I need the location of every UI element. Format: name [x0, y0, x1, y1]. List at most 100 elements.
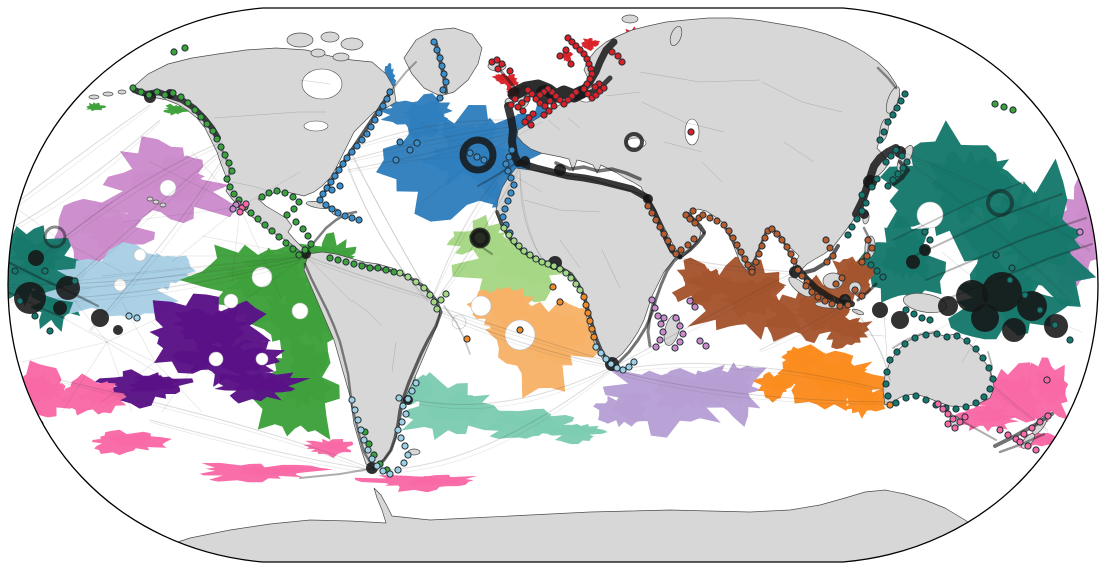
port-dot [170, 48, 178, 56]
port-dot [225, 159, 233, 167]
port-dot [299, 225, 307, 233]
shipping-lane [519, 169, 546, 263]
port-dot [580, 293, 588, 301]
exclusion-hole [291, 302, 309, 320]
shipping-lane [403, 367, 611, 405]
dense-activity-blob [919, 244, 931, 256]
shipping-lane [433, 162, 515, 297]
port-dot [836, 302, 844, 310]
port-dot [546, 97, 554, 105]
dense-track [504, 102, 522, 167]
port-dot [221, 151, 229, 159]
port-dot [1024, 442, 1032, 450]
port-dot [261, 221, 269, 229]
port-dot [341, 212, 349, 220]
port-dot [821, 297, 829, 305]
fishing-fan-track [101, 255, 307, 277]
shipping-lane [435, 308, 611, 365]
shipping-lane [351, 119, 517, 149]
port-dot [863, 252, 871, 260]
dense-activity-blob [520, 156, 530, 166]
shipping-lane [903, 157, 1071, 301]
port-dot [223, 175, 231, 183]
port-dot [660, 314, 668, 322]
port-dot [11, 267, 19, 275]
port-dot [951, 424, 959, 432]
port-dot [838, 274, 846, 282]
port-dot [582, 301, 590, 309]
dense-activity-blob [1002, 318, 1026, 342]
ports-west-pacific-teal [11, 90, 1074, 413]
port-dot [1032, 446, 1040, 454]
port-dot [1051, 321, 1059, 329]
island [621, 14, 639, 24]
port-dot [507, 101, 515, 109]
island [88, 94, 100, 100]
ports-indian-ocean-brown [644, 202, 876, 310]
region-central-pacific-lightblue [41, 241, 197, 319]
country-border [855, 333, 885, 337]
port-dot [426, 291, 434, 299]
port-dot [523, 95, 531, 103]
exclusion-hole [451, 314, 467, 330]
port-dot [567, 274, 575, 282]
port-dot [894, 170, 902, 178]
shipping-lane [8, 104, 151, 211]
port-dot [858, 292, 866, 300]
shipping-lane [351, 122, 517, 151]
port-dot [181, 44, 189, 52]
port-dot [401, 442, 409, 450]
port-dot [494, 65, 502, 73]
port-dot [511, 95, 519, 103]
landmass-north-america [131, 47, 397, 254]
shipping-lane [89, 156, 227, 333]
port-dot [527, 121, 535, 129]
port-dot [922, 331, 930, 339]
port-dot [991, 100, 999, 108]
port-dot [884, 118, 892, 126]
port-dot [652, 343, 660, 351]
port-dot [618, 58, 626, 66]
port-dot [125, 312, 133, 320]
fishing-fan-track [241, 255, 307, 303]
fishing-fan-track [59, 239, 123, 273]
island [320, 31, 340, 43]
ports-northeast-atlantic-red [488, 34, 695, 136]
region-southeast-indian-orange [753, 344, 902, 419]
port-dot [526, 251, 534, 259]
port-dot [437, 296, 445, 304]
shipping-lane [373, 371, 611, 474]
port-dot [876, 136, 884, 144]
fishing-fan-track [201, 235, 307, 257]
port-dot [334, 209, 342, 217]
fishing-fan-track [305, 255, 353, 303]
port-dot [169, 89, 177, 97]
port-dot [353, 142, 361, 150]
port-dot [802, 282, 810, 290]
port-dot [161, 91, 169, 99]
port-dot [1043, 376, 1051, 384]
port-dot [844, 231, 852, 239]
port-dot [867, 261, 875, 269]
port-dot [848, 223, 856, 231]
port-dot [687, 128, 695, 136]
fishing-fan-track [121, 206, 241, 223]
dense-track [892, 181, 1025, 241]
dense-activity-blob [872, 302, 888, 318]
port-dot [394, 466, 402, 474]
port-dot [360, 436, 368, 444]
port-dot [691, 219, 699, 227]
port-dot [373, 462, 381, 470]
port-dot [602, 355, 610, 363]
port-dot [520, 247, 528, 255]
island [159, 202, 167, 208]
shipping-lane [519, 172, 546, 265]
port-dot [528, 90, 536, 98]
port-dot [889, 176, 897, 184]
fishing-fan-track [195, 362, 253, 403]
port-dot [236, 208, 244, 216]
island [152, 199, 160, 205]
shipping-lane [759, 306, 847, 353]
port-dot [371, 116, 379, 124]
port-dot [996, 426, 1004, 434]
